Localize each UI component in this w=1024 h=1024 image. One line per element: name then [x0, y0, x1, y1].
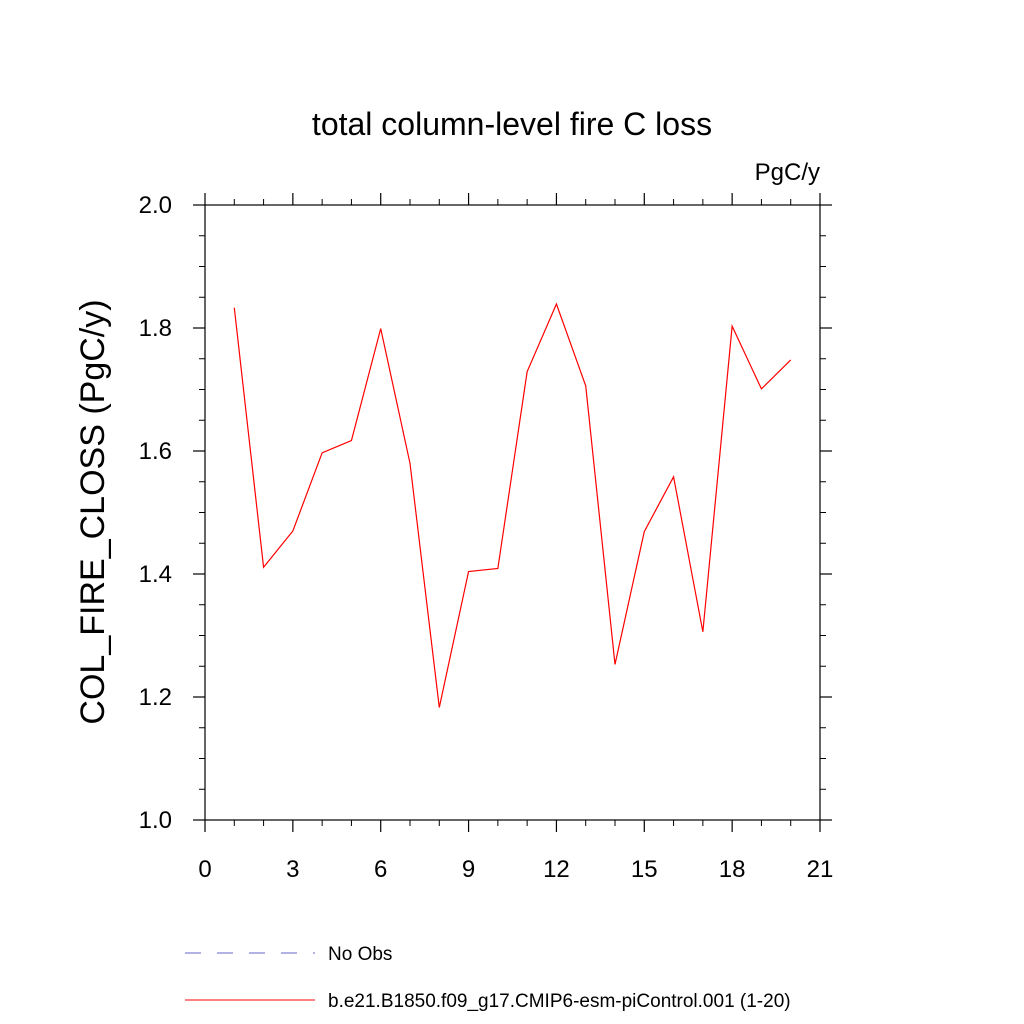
x-tick-label: 12 [543, 856, 570, 883]
x-tick-label: 18 [719, 856, 746, 883]
y-tick-label: 1.0 [139, 807, 172, 834]
y-tick-label: 1.2 [139, 684, 172, 711]
x-tick-label: 9 [462, 856, 475, 883]
x-tick-label: 3 [286, 856, 299, 883]
legend-label: No Obs [328, 944, 392, 965]
y-tick-label: 1.6 [139, 438, 172, 465]
legend: No Obs b.e21.B1850.f09_g17.CMIP6-esm-piCo… [185, 944, 791, 1012]
chart-title: total column-level fire C loss [312, 106, 712, 142]
x-tick-label: 15 [631, 856, 658, 883]
x-tick-label: 0 [198, 856, 211, 883]
series-line [233, 302, 792, 708]
legend-label: b.e21.B1850.f09_g17.CMIP6-esm-piControl.… [328, 991, 791, 1012]
x-tick-label: 6 [374, 856, 387, 883]
y-axis-label: COL_FIRE_CLOSS (PgC/y) [74, 299, 112, 724]
x-tick-label: 21 [807, 856, 834, 883]
y-tick-label: 2.0 [139, 192, 172, 219]
plot-frame [204, 204, 821, 821]
y-tick-label: 1.4 [139, 561, 172, 588]
series-layer [233, 302, 792, 708]
axes-group: 0 3 6 9 12 15 18 21 1.0 1.2 1.4 1.6 1.8 2.0 [139, 192, 834, 883]
units-label: PgC/y [755, 159, 820, 186]
y-tick-label: 1.8 [139, 315, 172, 342]
